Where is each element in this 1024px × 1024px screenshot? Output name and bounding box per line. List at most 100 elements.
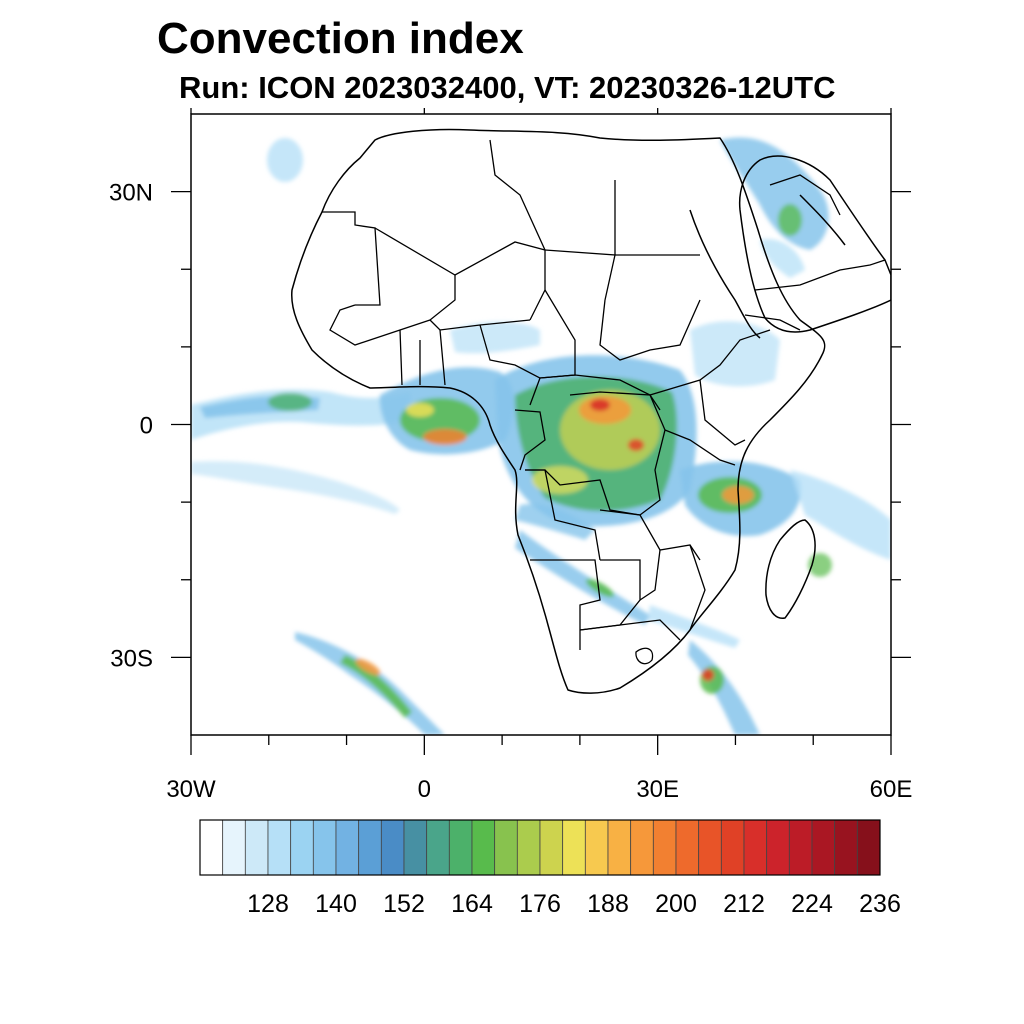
border-lesotho [635, 647, 654, 665]
border-congo-1 [514, 409, 546, 471]
colorbar-swatch [335, 819, 360, 876]
colorbar-tick-label: 212 [723, 890, 765, 918]
field-guinea-hot2 [406, 403, 434, 417]
y-tick-label: 30S [110, 645, 153, 672]
border-arabia-2 [769, 174, 841, 216]
border-namibia [530, 559, 601, 650]
x-tick-label: 0 [418, 776, 431, 803]
colorbar-swatch [856, 819, 881, 876]
field-indian-ocean [790, 470, 891, 560]
colorbar-swatch [244, 819, 269, 876]
border-sahara-2 [374, 227, 546, 321]
colorbar-swatch [766, 819, 790, 876]
border-moz [639, 544, 706, 631]
border-kenya [699, 379, 746, 446]
border-sahara-1 [322, 211, 381, 306]
arabia-coastline [738, 155, 891, 333]
field-gulf-core [778, 204, 802, 236]
border-southafrica [579, 619, 681, 641]
field-angola [515, 504, 595, 540]
colorbar-swatch [584, 819, 609, 876]
axis-tick-labels: 30W 0 30E 60E 30N 0 30S [109, 180, 912, 803]
colorbar-swatch [698, 819, 722, 876]
field-natal-band [648, 605, 740, 648]
colorbar-swatch [403, 819, 428, 876]
colorbar-swatch [743, 819, 768, 876]
colorbar-swatch [380, 819, 405, 876]
border-sudan [599, 299, 701, 361]
border-libya [544, 249, 616, 301]
border-tanzania [664, 429, 736, 466]
colorbar-swatch [607, 819, 632, 876]
convection-field [191, 137, 891, 735]
coastlines [291, 128, 891, 694]
field-southern-core [585, 578, 615, 598]
colorbar-swatch [562, 819, 586, 876]
colorbar-swatch [788, 819, 813, 876]
border-drc [525, 391, 666, 516]
field-congo-red2 [628, 439, 644, 451]
colorbar-frame [199, 819, 881, 876]
colorbar-swatch [630, 819, 654, 876]
field-guinea-hot [423, 429, 467, 445]
colorbar-swatch [494, 819, 518, 876]
colorbar-tick-label: 152 [383, 890, 425, 918]
field-med-cell [267, 138, 303, 182]
colorbar-tick-label: 200 [655, 890, 697, 918]
border-niger [429, 275, 531, 331]
field-sahel-streak [450, 321, 540, 354]
field-swio-band [688, 640, 760, 735]
colorbar-swatch [539, 819, 564, 876]
axis-ticks [171, 108, 911, 755]
y-tick-label: 0 [140, 413, 153, 440]
border-mali [329, 304, 431, 346]
colorbar-tick-label: 140 [315, 890, 357, 918]
colorbar-swatch [675, 819, 700, 876]
field-arabia [760, 239, 805, 278]
country-borders [322, 139, 886, 665]
border-east [649, 329, 771, 396]
colorbar-tick-label: 224 [791, 890, 833, 918]
field-congo-red [590, 399, 610, 411]
y-tick-label: 30N [109, 180, 153, 207]
colorbar-tick-label: 176 [519, 890, 561, 918]
red-sea-coast [689, 209, 761, 339]
x-tick-label: 30E [636, 776, 679, 803]
colorbar-swatch [312, 819, 337, 876]
x-tick-label: 60E [870, 776, 913, 803]
colorbar-tick-label: 164 [451, 890, 493, 918]
border-nigeria [479, 324, 541, 406]
field-southern-band [515, 530, 650, 625]
colorbar-swatch [222, 819, 246, 876]
border-egypt [614, 180, 700, 256]
colorbar-tick-label: 128 [247, 890, 289, 918]
colorbar-swatch [448, 819, 473, 876]
colorbar-swatch [471, 819, 496, 876]
colorbar-swatch [358, 819, 382, 876]
africa-coastline [291, 128, 826, 694]
colorbar-swatch [199, 819, 224, 876]
colorbar-swatch [720, 819, 745, 876]
madagascar-coastline [765, 519, 816, 619]
field-swio-hot [702, 669, 714, 681]
colorbar-swatch [426, 819, 450, 876]
field-sa-core [340, 655, 412, 718]
border-car [539, 374, 661, 411]
border-angola [525, 469, 601, 561]
field-sa-band [295, 632, 445, 735]
colorbar-swatch [652, 819, 677, 876]
border-westafrica [399, 329, 446, 386]
gulf-coast [799, 194, 846, 246]
border-arabia-1 [754, 259, 886, 291]
field-swio-core [700, 666, 724, 694]
field-atlantic-cell [268, 393, 312, 411]
field-atlantic-south-band [191, 461, 400, 514]
field-gulf [720, 137, 829, 250]
colorbar-swatch [834, 819, 858, 876]
x-tick-label: 30W [166, 776, 216, 803]
field-sa-hot [355, 658, 381, 676]
colorbar-swatch [290, 819, 314, 876]
colorbar-tick-label: 236 [859, 890, 901, 918]
colorbar-swatch [811, 819, 836, 876]
